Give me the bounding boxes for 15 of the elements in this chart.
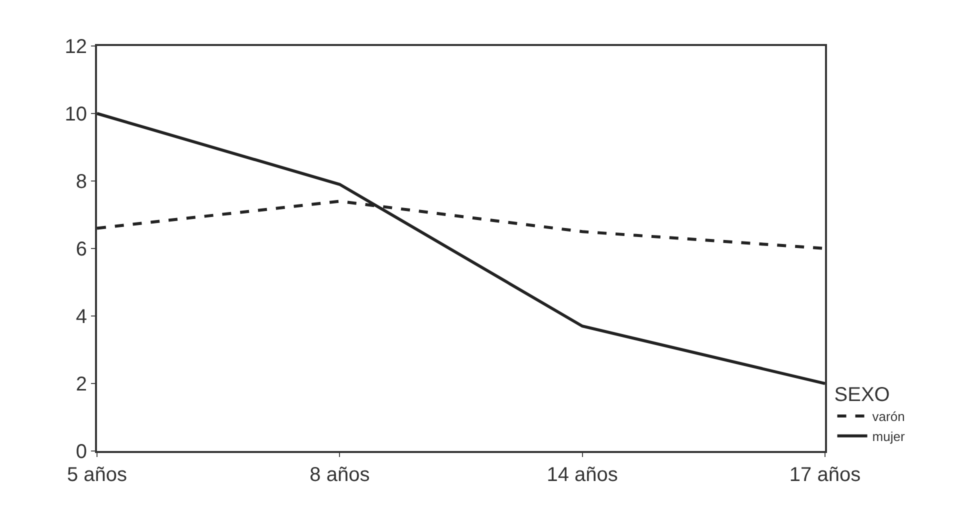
x-tick-label: 5 años bbox=[66, 464, 128, 486]
y-tick-label: 2 bbox=[76, 374, 87, 396]
legend-title: SEXO bbox=[834, 384, 890, 406]
y-tick-label: 12 bbox=[64, 36, 87, 58]
y-tick-label: 8 bbox=[76, 171, 87, 193]
y-tick-label: 6 bbox=[76, 238, 87, 260]
legend-label: varón bbox=[872, 409, 905, 424]
legend-label: mujer bbox=[872, 428, 906, 444]
y-tick-label: 10 bbox=[64, 104, 87, 126]
x-tick-label: 14 años bbox=[546, 464, 618, 486]
x-tick-label: 17 años bbox=[789, 464, 861, 486]
y-tick-label: 4 bbox=[76, 306, 87, 328]
x-tick-label: 8 años bbox=[310, 464, 370, 486]
y-tick-label: 0 bbox=[76, 441, 87, 463]
line-series bbox=[97, 112, 825, 385]
